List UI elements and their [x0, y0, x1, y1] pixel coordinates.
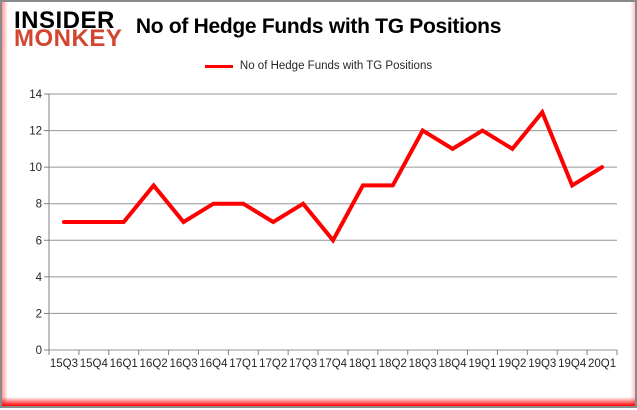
x-axis-label: 19Q2	[498, 358, 526, 370]
x-axis-label: 18Q3	[409, 358, 437, 370]
legend-line-swatch	[204, 64, 233, 68]
x-axis-label: 16Q1	[110, 358, 138, 370]
x-axis-label: 18Q2	[379, 358, 407, 370]
legend-label: No of Hedge Funds with TG Positions	[239, 60, 433, 72]
x-axis-label: 17Q3	[289, 358, 317, 370]
x-axis-label: 16Q3	[169, 358, 197, 370]
data-line	[61, 108, 605, 244]
x-axis-label: 19Q4	[558, 358, 587, 370]
x-axis-label: 18Q4	[439, 358, 468, 370]
x-axis-label: 18Q1	[349, 358, 377, 370]
x-axis-label: 20Q1	[588, 358, 616, 370]
x-axis-label: 17Q4	[319, 358, 348, 370]
x-axis-label: 16Q2	[140, 358, 168, 370]
y-axis-label: 0	[36, 345, 42, 357]
x-axis-label: 19Q3	[528, 358, 556, 370]
x-axis-label: 17Q2	[259, 358, 287, 370]
logo-line-monkey: MONKEY	[14, 25, 123, 52]
y-axis-label: 4	[36, 272, 43, 284]
x-axis-label: 15Q3	[50, 358, 78, 370]
x-axis-label: 15Q4	[80, 358, 109, 370]
x-axis-label: 19Q1	[468, 358, 496, 370]
y-axis-label: 12	[29, 126, 42, 138]
y-axis-label: 6	[36, 235, 42, 247]
insider-monkey-logo: INSIDER MONKEY	[14, 7, 123, 52]
y-axis-label: 10	[29, 162, 42, 174]
x-axis-label: 17Q1	[229, 358, 257, 370]
logo-line-insider: INSIDER	[14, 7, 115, 34]
legend: No of Hedge Funds with TG Positions	[2, 60, 635, 72]
x-axis-label: 16Q4	[199, 358, 228, 370]
y-axis-label: 2	[36, 308, 42, 320]
y-axis-label: 14	[29, 89, 42, 101]
y-axis-label: 8	[36, 199, 42, 211]
chart-title: No of Hedge Funds with TG Positions	[135, 15, 502, 38]
